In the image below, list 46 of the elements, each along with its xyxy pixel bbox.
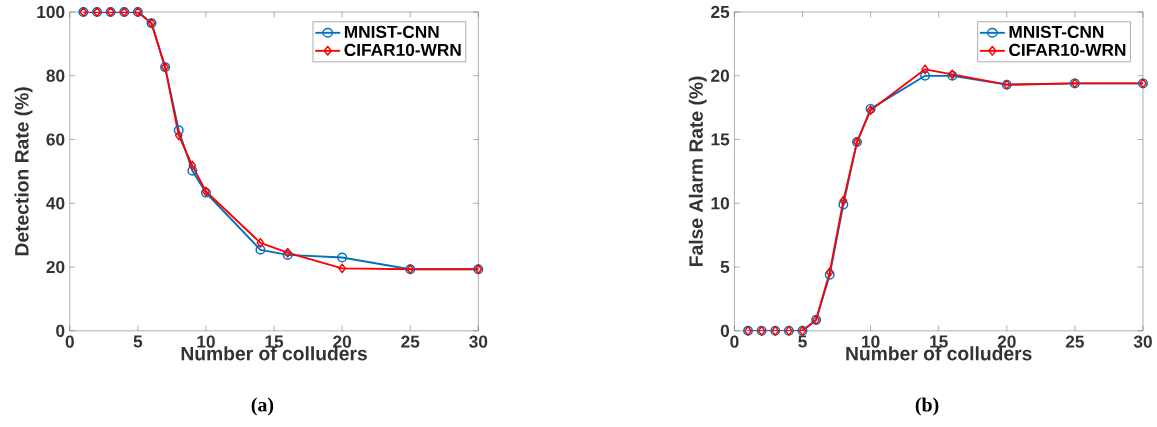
point [921, 64, 929, 75]
point [187, 165, 198, 176]
y-tick-label: 100 [37, 5, 65, 18]
y-axis-title: False Alarm Rate (%) [688, 76, 707, 266]
point [337, 252, 348, 263]
legend-label: CIFAR10-WRN [1009, 43, 1126, 56]
x-tick-label: 0 [730, 335, 739, 348]
y-tick-label: 5 [720, 260, 730, 273]
y-tick-label: 20 [46, 260, 65, 273]
y-tick-label: 20 [711, 69, 730, 82]
point [920, 70, 931, 81]
legend-label: MNIST-CNN [1009, 25, 1104, 38]
y-axis-title: Detection Rate (%) [14, 87, 33, 255]
x-tick-label: 15 [930, 335, 948, 348]
point [838, 199, 849, 210]
point [839, 195, 848, 206]
x-tick-label: 25 [401, 335, 420, 348]
x-tick-label: 5 [133, 335, 143, 348]
point [174, 130, 183, 141]
y-tick-label: 80 [46, 69, 65, 82]
x-tick-label: 10 [862, 335, 880, 348]
legend-label: CIFAR10-WRN [344, 43, 461, 56]
x-tick-label: 30 [1133, 335, 1152, 348]
x-tick-label: 30 [469, 335, 488, 348]
y-tick-label: 60 [46, 133, 65, 146]
x-tick-label: 20 [997, 335, 1016, 348]
point [173, 125, 184, 136]
x-tick-label: 0 [65, 335, 74, 348]
y-tick-label: 25 [711, 5, 730, 18]
x-tick-label: 25 [1065, 335, 1084, 348]
point [256, 237, 265, 248]
legend-label: MNIST-CNN [344, 25, 439, 38]
point [255, 244, 266, 255]
y-tick-label: 15 [711, 133, 730, 146]
x-tick-label: 5 [798, 335, 807, 348]
y-tick-label: 0 [720, 324, 730, 337]
point [188, 160, 197, 171]
x-tick-label: 20 [333, 335, 352, 348]
y-tick-label: 0 [56, 324, 65, 337]
x-tick-label: 15 [265, 335, 284, 348]
text: (b) [915, 397, 939, 416]
text: (a) [251, 397, 274, 416]
y-tick-label: 10 [711, 196, 730, 210]
point [338, 263, 347, 274]
x-tick-label: 10 [197, 335, 215, 348]
y-tick-label: 40 [46, 196, 65, 210]
